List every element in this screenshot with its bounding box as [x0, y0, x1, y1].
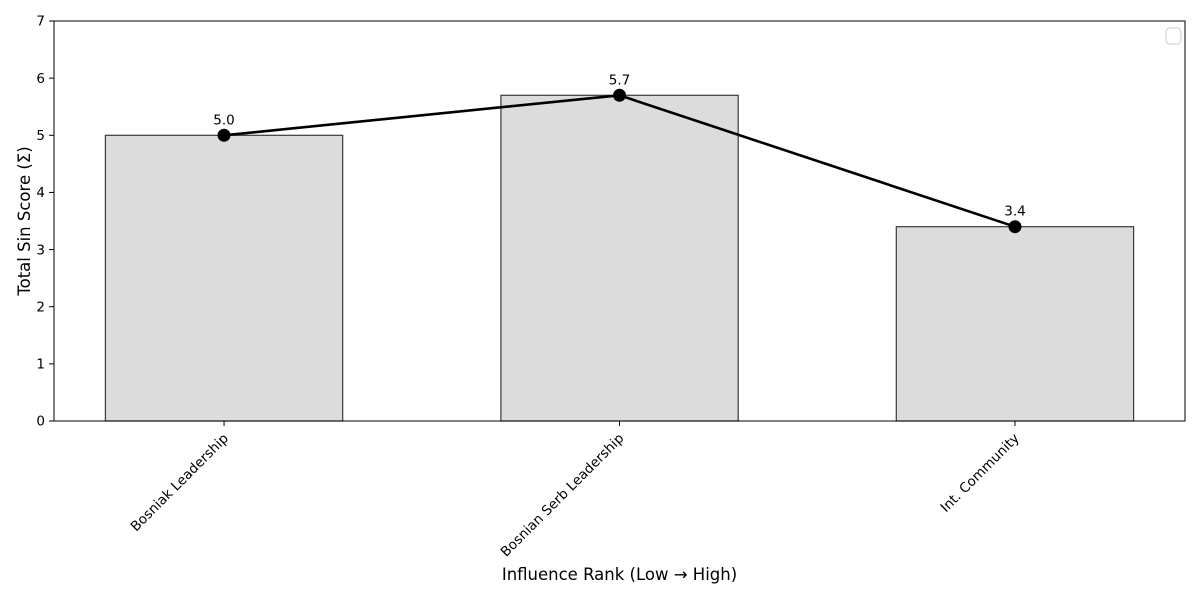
bar: [104, 134, 344, 422]
y-tick-label: 7: [36, 14, 45, 30]
y-axis-label: Total Sin Score (Σ): [15, 146, 34, 296]
data-point-marker: [217, 128, 231, 142]
value-label: 5.7: [609, 72, 630, 88]
y-tick-label: 0: [36, 414, 45, 430]
y-tick-label: 4: [36, 185, 45, 201]
value-label: 5.0: [213, 112, 234, 128]
y-tick-label: 2: [36, 299, 45, 315]
bar: [895, 226, 1135, 422]
y-tick-label: 1: [36, 357, 45, 373]
data-point-marker: [613, 88, 626, 102]
x-tick-label: Bosniak Leadership: [128, 431, 232, 535]
y-tick-label: 5: [36, 128, 45, 144]
y-tick-label: 3: [36, 242, 45, 258]
data-point-marker: [1008, 220, 1022, 234]
y-tick-label: 6: [36, 71, 45, 87]
x-tick-label: Int. Community: [938, 431, 1023, 516]
legend-box: [1165, 27, 1182, 45]
x-tick-label: Bosnian Serb Leadership: [498, 431, 628, 561]
bar: [500, 94, 739, 422]
value-label: 3.4: [1004, 204, 1025, 220]
x-axis-label: Influence Rank (Low → High): [502, 565, 737, 584]
